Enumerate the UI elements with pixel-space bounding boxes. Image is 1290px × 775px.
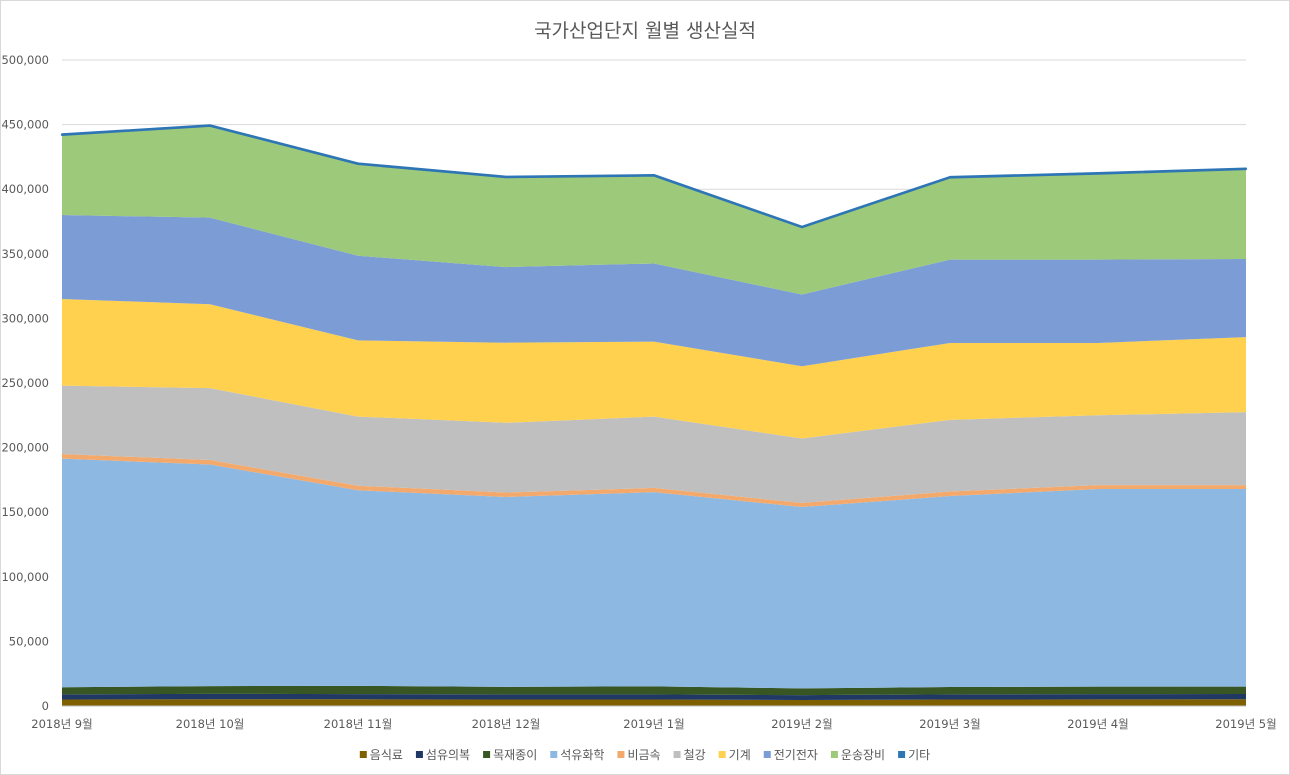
series-areas [61,124,1247,706]
x-tick-label: 2019년 2월 [771,717,832,731]
legend-swatch [898,751,906,758]
series-area [62,299,1246,439]
y-tick-label: 450,000 [1,118,49,132]
legend-swatch [673,751,681,758]
y-tick-label: 500,000 [1,53,49,67]
x-tick-label: 2019년 5월 [1215,717,1276,731]
series-area [62,458,1246,689]
series-area [62,385,1246,503]
series-area [62,693,1246,701]
legend-swatch [763,751,771,758]
y-tick-label: 250,000 [1,376,49,390]
x-tick-label: 2018년 9월 [31,717,92,731]
legend-item: 철강 [673,748,706,762]
legend-item: 비금속 [617,748,661,762]
legend: 음식료 섬유의복 목재종이 석유화학 비금속 철강 기계 전기전자 운송장비 기타 [359,748,930,762]
legend-label: 섬유의복 [426,748,470,762]
chart-title: 국가산업단지 월별 생산실적 [534,20,756,42]
legend-item: 기타 [898,748,930,762]
legend-swatch [359,751,367,758]
series-area [62,125,1246,295]
legend-item: 전기전자 [763,748,818,762]
legend-item: 목재종이 [483,748,537,762]
legend-swatch [483,751,491,758]
series-area [62,685,1246,696]
legend-swatch [415,751,423,758]
x-tick-label: 2018년 11월 [324,717,393,731]
x-axis: 2018년 9월 2018년 10월 2018년 11월 2018년 12월 2019년… [31,705,1277,731]
legend-swatch [617,751,625,758]
y-tick-label: 200,000 [1,441,49,455]
y-tick-label: 0 [42,699,49,713]
x-tick-label: 2018년 12월 [472,717,541,731]
series-area [62,215,1246,367]
y-tick-label: 300,000 [1,311,49,325]
legend-label: 운송장비 [841,748,885,762]
legend-label: 석유화학 [560,748,604,762]
legend-item: 운송장비 [830,748,885,762]
legend-swatch [550,751,558,758]
legend-item: 기계 [718,748,751,762]
legend-label: 철강 [684,748,706,762]
y-tick-label: 100,000 [1,570,49,584]
legend-item: 음식료 [359,748,403,762]
y-tick-label: 350,000 [1,247,49,261]
legend-label: 목재종이 [493,748,537,762]
legend-label: 전기전자 [774,748,818,762]
legend-swatch [718,751,726,758]
legend-label: 비금속 [627,748,660,762]
legend-label: 기타 [908,748,930,762]
series-area [61,124,1247,229]
x-tick-label: 2018년 10월 [176,717,245,731]
legend-label: 기계 [729,748,751,762]
x-tick-label: 2019년 3월 [919,717,980,731]
legend-item: 섬유의복 [415,748,470,762]
y-tick-label: 400,000 [1,182,49,196]
y-tick-label: 150,000 [1,505,49,519]
y-axis: 0 50,000 100,000 150,000 200,000 250,000 300,0… [1,53,49,713]
x-tick-label: 2019년 1월 [623,717,684,731]
legend-item: 석유화학 [550,748,604,762]
y-tick-label: 50,000 [9,634,49,648]
legend-label: 음식료 [370,748,403,762]
series-area [62,454,1246,508]
x-tick-label: 2019년 4월 [1067,717,1128,731]
legend-swatch [830,751,838,758]
series-area [62,699,1246,706]
